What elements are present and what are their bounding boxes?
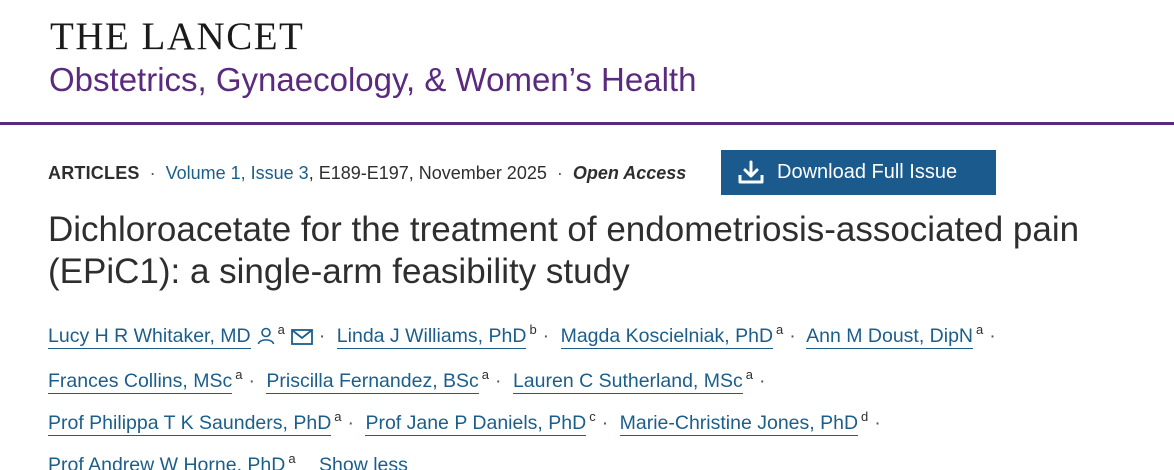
mail-icon[interactable] (290, 321, 313, 357)
publisher-logo[interactable]: THE LANCET (50, 15, 305, 58)
affiliation-marker[interactable]: a (776, 322, 784, 337)
author-item: Frances Collins, MSc a · (48, 367, 261, 394)
journal-header: THE LANCET Obstetrics, Gynaecology, & Wo… (0, 0, 1174, 122)
author-name-link[interactable]: Priscilla Fernandez, BSc (266, 370, 479, 394)
author-name-link[interactable]: Marie-Christine Jones, PhD (619, 412, 859, 436)
journal-title[interactable]: Obstetrics, Gynaecology, & Women’s Healt… (49, 61, 697, 98)
affiliation-marker[interactable]: a (976, 322, 984, 337)
author-name-link[interactable]: Ann M Doust, DipN (806, 325, 974, 349)
affiliation-marker[interactable]: a (481, 367, 490, 382)
affiliation-marker[interactable]: a (745, 367, 753, 382)
show-less-link[interactable]: Show less (319, 454, 408, 470)
affiliation-marker[interactable]: a (235, 367, 243, 382)
affiliation-marker[interactable]: a (334, 409, 342, 424)
author-separator: · (347, 412, 355, 434)
author-name-link[interactable]: Lauren C Sutherland, MSc (512, 370, 743, 394)
affiliation-marker[interactable]: d (861, 409, 869, 424)
article-title: Dichloroacetate for the treatment of end… (48, 210, 1080, 291)
author-item: Lauren C Sutherland, MSc a · (512, 367, 772, 394)
affiliation-marker[interactable]: b (529, 322, 537, 337)
author-separator: · (789, 325, 796, 347)
author-name-link[interactable]: Prof Philippa T K Saunders, PhD (48, 412, 332, 436)
article-meta: ARTICLES · Volume 1, Issue 3 , E189-E197… (48, 150, 686, 196)
author-separator: · (318, 325, 326, 347)
author-item: Ann M Doust, DipN a · (806, 322, 1002, 349)
open-access-label: Open Access (572, 162, 687, 183)
author-separator: · (248, 370, 255, 392)
header-divider (0, 122, 1174, 125)
author-name-link[interactable]: Prof Andrew W Horne, PhD (48, 454, 286, 470)
article-type: ARTICLES (48, 162, 140, 183)
author-name-link[interactable]: Linda J Williams, PhD (336, 325, 527, 349)
affiliation-marker[interactable]: a (277, 322, 285, 337)
affiliation-marker[interactable]: a (288, 451, 296, 466)
author-name-link[interactable]: Lucy H R Whitaker, MD (48, 325, 251, 349)
meta-separator: · (556, 162, 563, 183)
author-item: Priscilla Fernandez, BSc a · (266, 367, 507, 394)
author-item: Prof Andrew W Horne, PhD a (48, 451, 296, 470)
author-item: Magda Koscielniak, PhD a · (560, 322, 802, 349)
person-icon[interactable] (257, 321, 275, 357)
author-separator: · (758, 370, 766, 392)
author-separator: · (495, 370, 502, 392)
author-name-link[interactable]: Frances Collins, MSc (48, 370, 233, 394)
pages-date: , E189-E197, November 2025 (308, 162, 547, 183)
author-list: Lucy H R Whitaker, MD a · Linda J Williams… (48, 312, 1148, 470)
author-name-link[interactable]: Magda Koscielniak, PhD (560, 325, 774, 349)
affiliation-marker[interactable]: c (589, 409, 596, 424)
download-button-label: Download Full Issue (777, 161, 958, 183)
author-item: Prof Jane P Daniels, PhD c · (365, 409, 614, 436)
author-item: Lucy H R Whitaker, MD a · (48, 322, 331, 349)
issue-link[interactable]: Volume 1, Issue 3 (165, 162, 309, 183)
author-item: Marie-Christine Jones, PhD d · (619, 409, 887, 436)
author-item: Prof Philippa T K Saunders, PhD a · (48, 409, 360, 436)
author-item: Linda J Williams, PhD b · (336, 322, 555, 349)
author-separator: · (989, 325, 996, 347)
author-separator: · (874, 412, 881, 434)
author-separator: · (542, 325, 550, 347)
download-icon (737, 160, 765, 186)
download-full-issue-button[interactable]: Download Full Issue (721, 150, 996, 195)
author-name-link[interactable]: Prof Jane P Daniels, PhD (365, 412, 587, 436)
meta-separator: · (149, 162, 156, 183)
author-separator: · (601, 412, 609, 434)
